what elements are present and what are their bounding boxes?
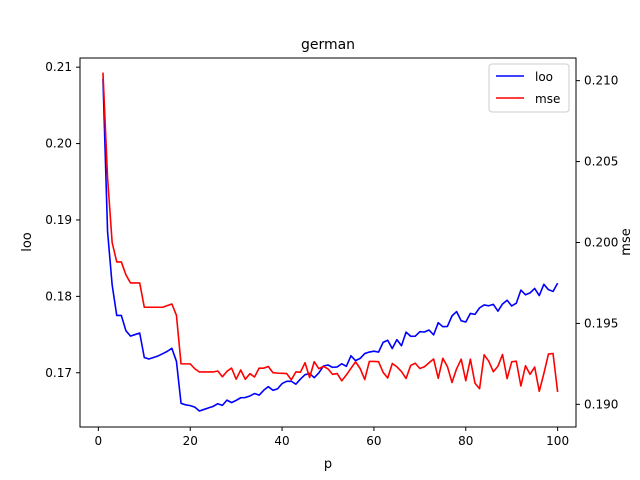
legend-label-loo: loo	[535, 70, 553, 84]
x-tick-label: 100	[546, 434, 569, 448]
y-right-tick-label: 0.190	[584, 397, 618, 411]
y-left-tick-label: 0.19	[45, 213, 72, 227]
legend: loo mse	[488, 63, 570, 113]
y-left-tick-label: 0.20	[45, 137, 72, 151]
y-left-tick-label: 0.18	[45, 289, 72, 303]
plot-area	[102, 72, 559, 412]
y-axis-left-label: loo	[20, 232, 35, 252]
x-axis-label: p	[324, 457, 332, 472]
chart-title: german	[301, 37, 355, 53]
y-axis-right: 0.190 0.195 0.200 0.205 0.210	[576, 74, 618, 411]
x-tick-label: 40	[274, 434, 289, 448]
y-right-tick-label: 0.200	[584, 236, 618, 250]
y-axis-left: 0.17 0.18 0.19 0.20 0.21	[45, 60, 80, 380]
x-tick-label: 20	[183, 434, 198, 448]
x-tick-label: 60	[366, 434, 381, 448]
y-left-tick-label: 0.21	[45, 60, 72, 74]
y-right-tick-label: 0.210	[584, 74, 618, 88]
y-right-tick-label: 0.205	[584, 155, 618, 169]
x-tick-label: 80	[458, 434, 473, 448]
legend-label-mse: mse	[535, 92, 560, 106]
y-left-tick-label: 0.17	[45, 366, 72, 380]
y-right-tick-label: 0.195	[584, 316, 618, 330]
series-line-mse	[102, 72, 559, 393]
y-axis-right-label: mse	[619, 228, 634, 255]
x-tick-label: 0	[95, 434, 103, 448]
x-axis: 0 20 40 60 80 100	[95, 427, 569, 448]
series-line-loo	[102, 78, 559, 412]
